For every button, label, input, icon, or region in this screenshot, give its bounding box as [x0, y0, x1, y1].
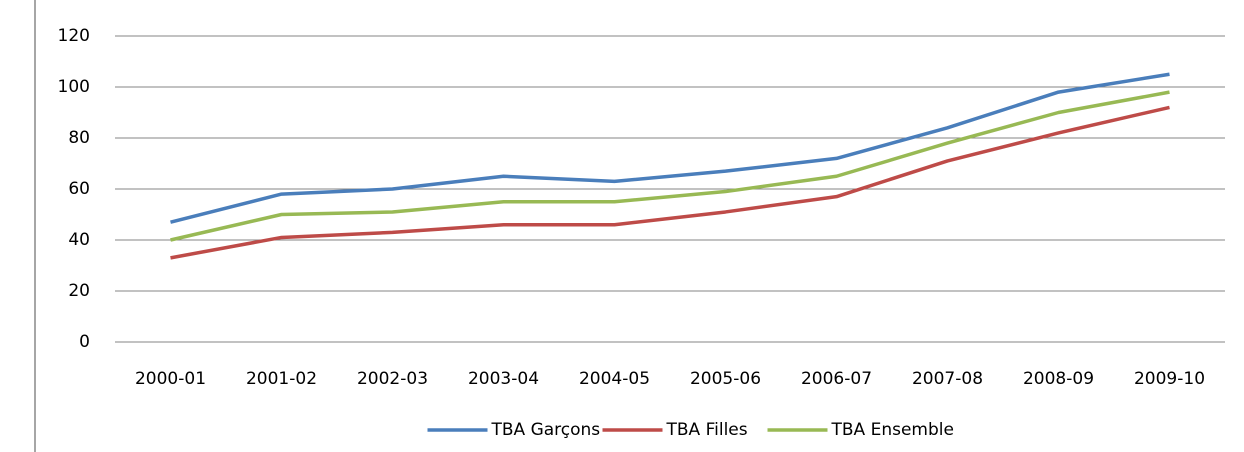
legend-label: TBA Garçons	[491, 420, 601, 440]
x-tick-label: 2007-08	[912, 369, 983, 389]
y-tick-label: 80	[68, 128, 90, 148]
y-tick-label: 0	[79, 332, 90, 352]
y-tick-label: 40	[68, 230, 90, 250]
y-tick-label: 100	[58, 77, 90, 97]
x-tick-label: 2009-10	[1134, 369, 1205, 389]
y-tick-label: 20	[68, 281, 90, 301]
legend-label: TBA Ensemble	[831, 420, 954, 440]
series-line	[170, 105, 1170, 260]
x-tick-label: 2001-02	[246, 369, 317, 389]
x-tick-label: 2004-05	[579, 369, 650, 389]
x-tick-label: 2000-01	[135, 369, 206, 389]
x-tick-label: 2003-04	[468, 369, 539, 389]
legend-label: TBA Filles	[666, 420, 748, 440]
x-tick-label: 2008-09	[1023, 369, 1094, 389]
series-line	[170, 90, 1170, 242]
x-tick-label: 2002-03	[357, 369, 428, 389]
series-line	[170, 72, 1170, 224]
y-tick-label: 120	[58, 26, 90, 46]
x-tick-label: 2006-07	[801, 369, 872, 389]
x-tick-label: 2005-06	[690, 369, 761, 389]
y-tick-label: 60	[68, 179, 90, 199]
